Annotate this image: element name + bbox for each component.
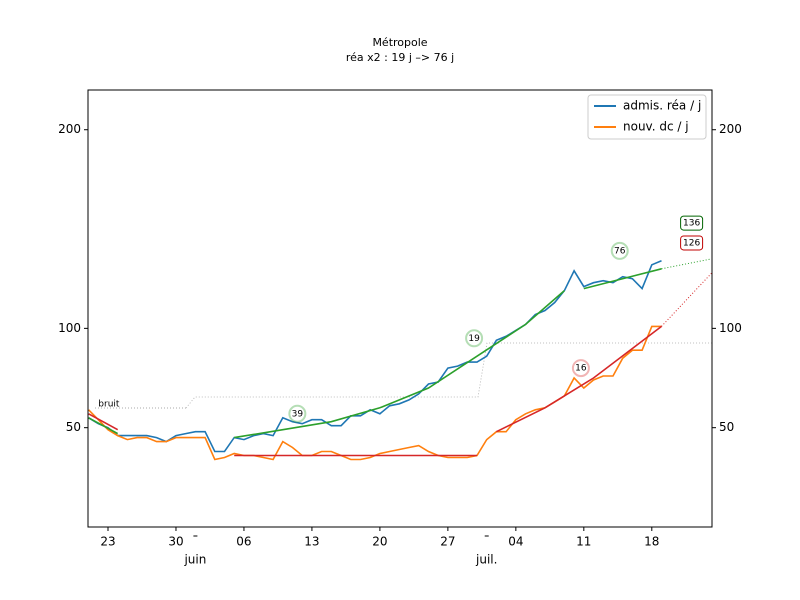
y2-tick-label: 100 — [719, 321, 742, 335]
fit-line — [661, 272, 713, 327]
y2-tick-label: 200 — [719, 122, 742, 136]
x-tick-label: 04 — [508, 535, 523, 549]
noise-line — [185, 342, 712, 409]
x-tick-label: 18 — [644, 535, 659, 549]
fit-line — [234, 289, 565, 439]
legend-label: admis. réa / j — [623, 99, 701, 113]
x-tick-label: 06 — [236, 535, 251, 549]
annotation: 39 — [292, 409, 304, 419]
annotation: bruit — [98, 399, 120, 409]
y-tick-label: 200 — [58, 122, 81, 136]
fit-line — [88, 417, 119, 435]
annotation-circle — [610, 241, 629, 260]
plot-frame — [87, 89, 713, 528]
x-tick-label: 27 — [440, 535, 455, 549]
annotation-circle — [571, 359, 590, 378]
data-line — [88, 325, 662, 461]
x-tick-label: 23 — [100, 535, 115, 549]
x-tick-label: 11 — [576, 535, 591, 549]
y2-tick-label: 50 — [719, 420, 734, 434]
data-line — [88, 260, 662, 453]
annotation: 19 — [468, 334, 480, 344]
chart-title: Métropole — [372, 36, 427, 49]
fit-line — [583, 268, 662, 290]
annotation: 76 — [614, 246, 626, 256]
x-tick-label: 20 — [372, 535, 387, 549]
x-tick-label: 30 — [168, 535, 183, 549]
fit-line — [88, 413, 119, 431]
chart-subtitle: réa x2 : 19 j –> 76 j — [346, 51, 454, 64]
legend-box — [587, 94, 707, 140]
annotation: 16 — [575, 364, 587, 374]
y-tick-label: 50 — [66, 420, 81, 434]
fit-line — [661, 258, 713, 270]
month-label: juil. — [475, 553, 497, 567]
y-tick-label: 100 — [58, 321, 81, 335]
legend-label: nouv. dc / j — [623, 120, 689, 134]
annotation-circle — [288, 404, 307, 423]
month-label: juin — [183, 553, 206, 567]
annotation-box — [680, 215, 704, 231]
annotation-box — [680, 235, 704, 251]
x-tick-label: 13 — [304, 535, 319, 549]
annotation: 126 — [683, 238, 700, 248]
annotation-circle — [465, 329, 484, 348]
annotation: 136 — [683, 219, 700, 229]
fit-line — [496, 325, 662, 433]
